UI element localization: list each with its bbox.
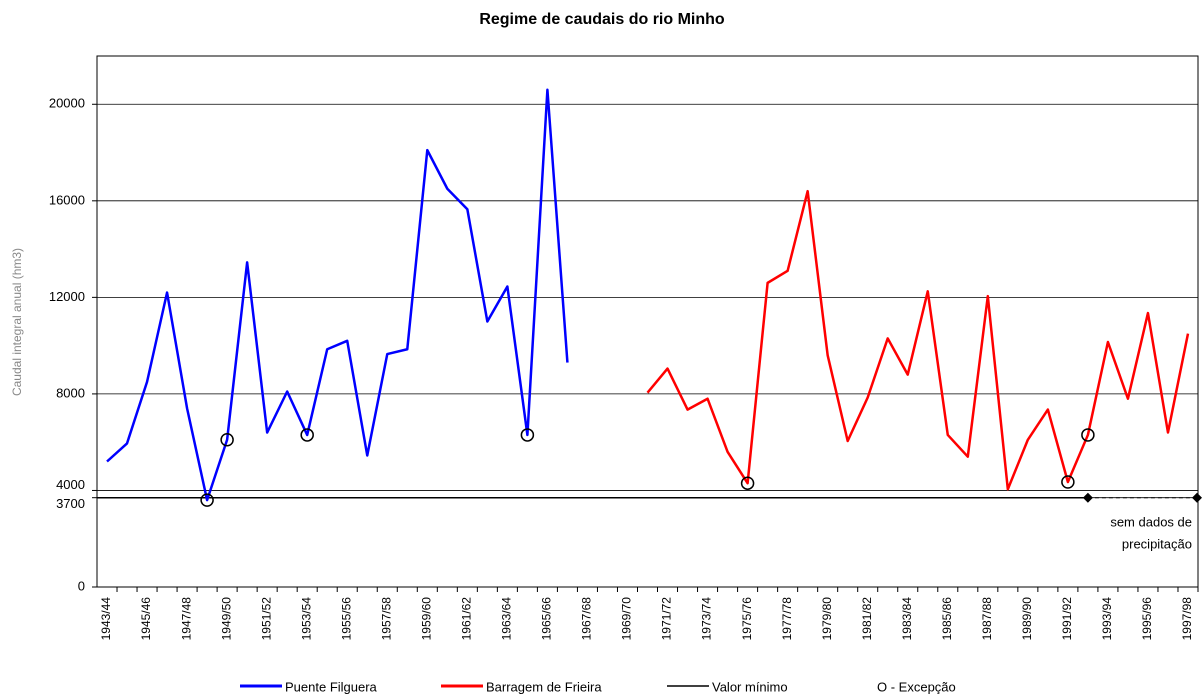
legend-label: O - Excepção [877, 679, 956, 694]
x-tick-label: 1943/44 [99, 597, 113, 641]
y-tick-label: 16000 [49, 192, 85, 207]
exception-marker [520, 428, 535, 442]
x-tick-label: 1953/54 [299, 597, 313, 641]
exception-marker [1081, 428, 1095, 442]
y-tick-label: 20000 [49, 96, 85, 111]
legend-label: Valor mínimo [712, 679, 788, 694]
y-tick-label: 8000 [56, 385, 85, 400]
x-tick-label: 1961/62 [460, 597, 474, 641]
x-tick-label: 1951/52 [259, 597, 273, 641]
y-tick-label: 0 [78, 578, 85, 593]
x-tick-label: 1997/98 [1180, 597, 1194, 641]
y-tick-label: 12000 [49, 289, 85, 304]
x-tick-label: 1981/82 [860, 597, 874, 641]
x-tick-label: 1995/96 [1140, 597, 1154, 641]
x-tick-label: 1965/66 [540, 597, 554, 641]
x-tick-label: 1977/78 [780, 597, 794, 641]
annotation: sem dados de [1110, 514, 1192, 529]
x-tick-label: 1947/48 [179, 597, 193, 641]
x-tick-label: 1955/56 [339, 597, 353, 641]
x-tick-label: 1963/64 [500, 597, 514, 641]
exception-marker [200, 493, 214, 507]
min-line-marker [1192, 492, 1202, 503]
x-tick-label: 1971/72 [660, 597, 674, 641]
y-tick-label: 3700 [56, 496, 85, 511]
chart-title: Regime de caudais do rio Minho [479, 11, 725, 28]
series-line [646, 189, 1190, 491]
plot-area [96, 55, 1199, 588]
x-tick-label: 1945/46 [139, 597, 153, 641]
x-tick-label: 1987/88 [980, 597, 994, 641]
x-tick-label: 1993/94 [1100, 597, 1114, 641]
x-tick-label: 1967/68 [580, 597, 594, 641]
x-tick-label: 1957/58 [379, 597, 393, 641]
x-tick-label: 1949/50 [219, 597, 233, 641]
x-tick-label: 1989/90 [1020, 597, 1034, 641]
min-line-marker [1082, 492, 1093, 503]
y-tick-label: 4000 [56, 477, 85, 492]
x-tick-label: 1985/86 [940, 597, 954, 641]
exception-marker [1061, 475, 1075, 489]
y-axis-label: Caudal integral anual (hm3) [10, 248, 24, 396]
x-tick-label: 1991/92 [1060, 597, 1074, 641]
exception-marker [740, 476, 755, 490]
x-tick-label: 1975/76 [740, 597, 754, 641]
series-line [106, 88, 569, 502]
x-tick-label: 1969/70 [620, 597, 634, 641]
exception-marker [220, 433, 234, 447]
exception-marker [300, 428, 314, 442]
legend-label: Puente Filguera [285, 679, 378, 694]
annotation: precipitação [1122, 536, 1192, 551]
x-tick-label: 1959/60 [419, 597, 433, 641]
legend-label: Barragem de Frieira [486, 679, 602, 694]
x-tick-label: 1983/84 [900, 597, 914, 641]
x-tick-label: 1973/74 [700, 597, 714, 641]
x-tick-label: 1979/80 [820, 597, 834, 641]
